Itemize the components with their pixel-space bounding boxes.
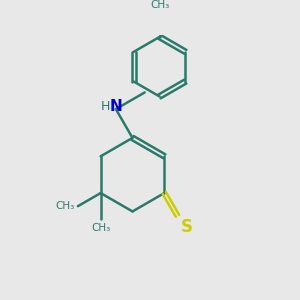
Text: CH₃: CH₃ (91, 223, 110, 233)
Text: CH₃: CH₃ (55, 201, 74, 211)
Text: S: S (181, 218, 193, 236)
Text: N: N (110, 99, 122, 114)
Text: CH₃: CH₃ (150, 0, 169, 10)
Text: H: H (100, 100, 110, 113)
